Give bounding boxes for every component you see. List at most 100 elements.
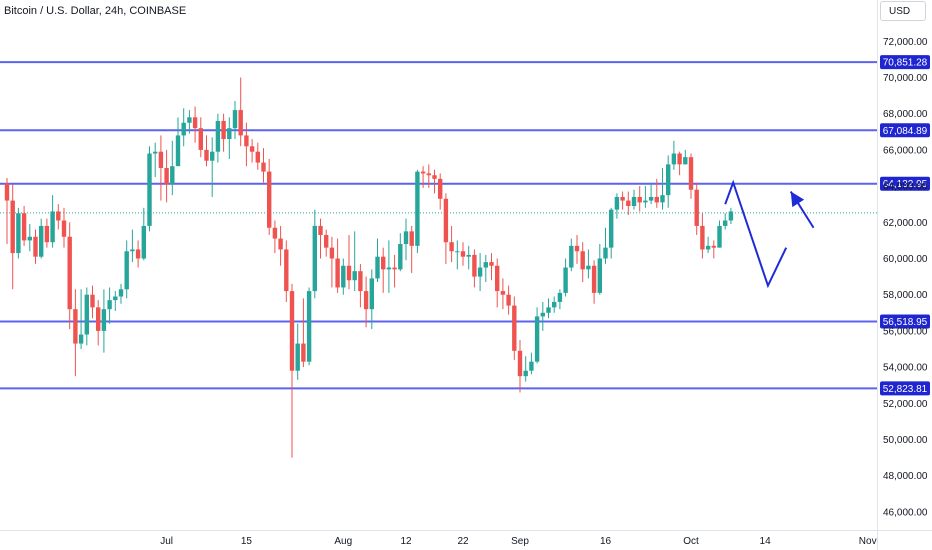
candle-body — [546, 307, 551, 313]
candle-body — [586, 265, 591, 270]
x-tick-label: Sep — [511, 536, 529, 547]
candle-body — [73, 309, 78, 344]
candle — [398, 233, 403, 272]
candle — [295, 323, 300, 380]
candle — [301, 298, 306, 368]
candle-body — [477, 267, 483, 277]
candle-body — [552, 301, 557, 308]
candle-body — [21, 213, 27, 241]
candle-body — [198, 128, 203, 150]
x-tick-label: 14 — [760, 536, 772, 547]
candle — [44, 218, 50, 248]
candle — [677, 151, 682, 176]
candle-body — [609, 209, 614, 248]
candle-body — [495, 265, 500, 292]
candle-body — [56, 211, 61, 221]
candle — [626, 191, 631, 216]
candle-body — [61, 220, 67, 237]
candle — [495, 258, 500, 308]
y-tick-label: 70,000.00 — [883, 73, 928, 84]
candle — [517, 339, 523, 393]
candle-body — [210, 151, 215, 161]
y-tick-label: 50,000.00 — [883, 435, 928, 446]
candle-body — [192, 117, 198, 129]
candle-body — [272, 227, 278, 239]
candle — [546, 298, 551, 319]
y-tick-label: 48,000.00 — [883, 471, 928, 482]
candle-body — [113, 296, 118, 301]
level-price-label: 67,084.89 — [883, 126, 928, 137]
candle — [352, 231, 357, 292]
level-price-tag — [880, 55, 930, 70]
candle — [244, 122, 249, 167]
candle-body — [534, 316, 540, 362]
candle-body — [261, 162, 266, 172]
y-tick-label: 60,000.00 — [883, 254, 928, 265]
candle — [563, 258, 568, 297]
candle — [215, 113, 221, 163]
candle-body — [591, 265, 597, 293]
level-price-label: 64,132.95 — [883, 179, 928, 190]
candle-body — [449, 242, 454, 252]
candle — [506, 285, 511, 315]
candle-body — [700, 225, 705, 250]
candle — [272, 220, 278, 254]
candle-body — [50, 211, 55, 243]
candle — [443, 193, 449, 264]
candle — [557, 289, 563, 310]
candle-body — [398, 244, 403, 270]
candle — [597, 244, 602, 295]
candle — [523, 356, 528, 382]
candle-body — [4, 183, 10, 201]
candle — [101, 289, 107, 353]
candle — [113, 291, 118, 311]
candle — [107, 287, 112, 324]
candle-body — [135, 249, 141, 259]
candle — [603, 227, 608, 264]
candle-body — [375, 256, 380, 279]
candle-body — [426, 173, 431, 176]
candle — [324, 229, 329, 257]
candle-body — [688, 157, 694, 190]
candle-body — [386, 267, 392, 270]
candle — [232, 101, 238, 140]
candle-body — [118, 289, 124, 297]
candle-body — [723, 220, 728, 226]
candle — [73, 289, 78, 377]
candle — [135, 240, 141, 268]
candle-body — [153, 151, 158, 154]
candle-body — [39, 225, 44, 257]
candle — [118, 283, 124, 304]
candle — [620, 191, 625, 210]
level-price-label: 70,851.28 — [883, 58, 928, 69]
candle-body — [523, 370, 528, 377]
x-tick-label: 22 — [457, 536, 469, 547]
candle — [16, 207, 21, 259]
candle-body — [164, 168, 169, 185]
candle-body — [728, 211, 734, 221]
candle-body — [517, 350, 523, 377]
candle-body — [540, 312, 545, 317]
level-price-label: 52,823.81 — [883, 384, 928, 395]
candle-body — [392, 267, 397, 270]
candle-body — [67, 236, 72, 310]
candle — [609, 207, 614, 259]
candle — [717, 220, 722, 248]
candle — [477, 253, 483, 292]
candle — [375, 238, 380, 283]
y-tick-label: 58,000.00 — [883, 290, 928, 301]
candle — [96, 300, 101, 346]
candle-body — [324, 234, 329, 248]
candle — [415, 169, 420, 254]
candle — [10, 184, 15, 290]
candle — [50, 195, 55, 248]
candle-body — [352, 271, 357, 281]
candle — [643, 186, 648, 208]
candle-body — [614, 196, 620, 210]
candle — [426, 164, 431, 188]
currency-selector[interactable]: USD — [880, 1, 926, 21]
candle-body — [574, 245, 580, 252]
candle — [580, 242, 585, 283]
